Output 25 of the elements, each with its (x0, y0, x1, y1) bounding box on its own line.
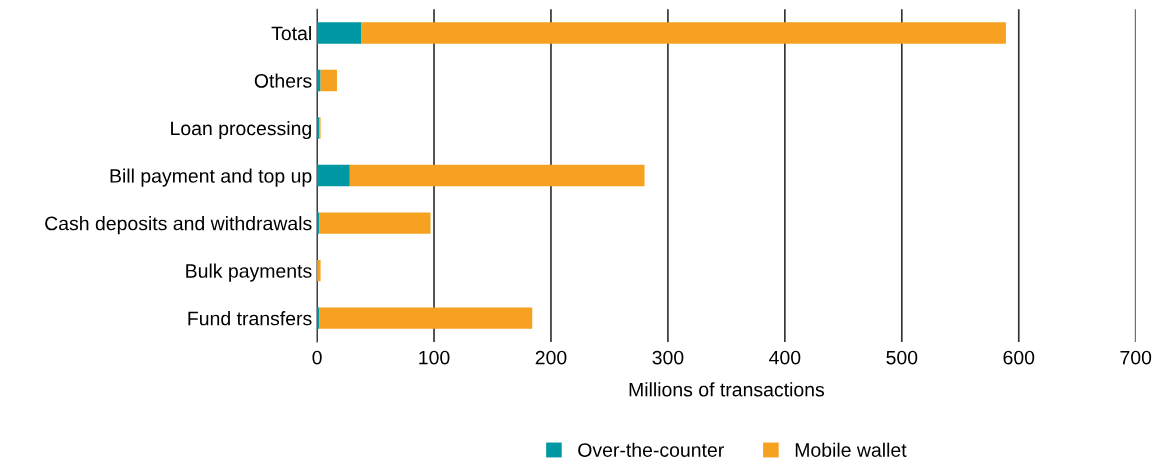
x-tick-label: 200 (535, 350, 567, 365)
x-tick-label: 0 (312, 350, 322, 365)
bar (361, 22, 1006, 44)
bar (319, 307, 533, 329)
x-axis-title: Millions of transactions (629, 382, 825, 397)
legend-label: Over-the-counter (578, 442, 724, 457)
legend-label: Mobile wallet (795, 442, 907, 457)
x-tick-label: 400 (769, 350, 801, 365)
y-tick-label: Cash deposits and withdrawals (45, 216, 312, 235)
bar (317, 164, 350, 187)
y-tick-label: Bill payment and top up (110, 168, 312, 187)
bar (320, 69, 337, 92)
bar (349, 164, 645, 187)
y-tick-label: Fund transfers (188, 311, 312, 326)
x-tick-label: 600 (1003, 350, 1035, 365)
y-tick-label: Loan processing (171, 120, 311, 140)
y-tick-label: Total (271, 25, 311, 41)
bar (319, 212, 431, 234)
y-tick-label: Others (254, 73, 312, 88)
x-tick-label: 100 (419, 350, 450, 365)
y-tick-label: Bulk payments (186, 263, 312, 282)
x-tick-label: 700 (1120, 350, 1152, 365)
x-tick-label: 500 (886, 350, 918, 365)
bar (317, 22, 362, 44)
x-tick-label: 300 (652, 350, 684, 365)
